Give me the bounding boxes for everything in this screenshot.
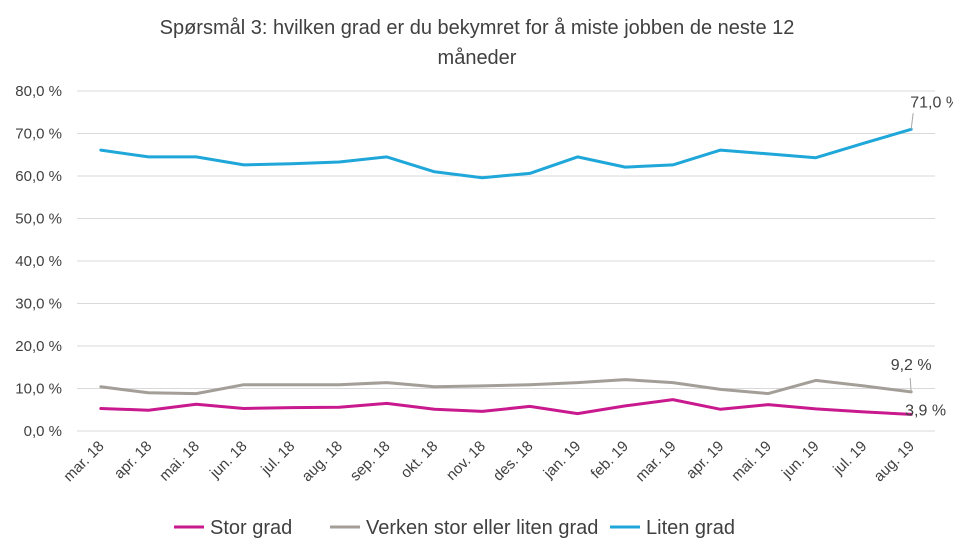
y-tick-label: 70,0 % xyxy=(15,126,62,143)
end-label-liten-grad: 71,0 % xyxy=(910,94,953,111)
y-tick-label: 10,0 % xyxy=(15,381,62,398)
x-tick-label: jul. 19 xyxy=(829,438,870,479)
y-tick-label: 60,0 % xyxy=(15,168,62,185)
x-tick-label: sep. 18 xyxy=(347,438,394,485)
series-line-3 xyxy=(99,127,913,180)
x-tick-label: jun. 18 xyxy=(206,438,251,483)
legend-label: Liten grad xyxy=(646,517,735,539)
y-tick-label: 80,0 % xyxy=(15,83,62,100)
y-axis: 0,0 % 10,0 % 20,0 % 30,0 % 40,0 % 50,0 % 60,0 … xyxy=(15,83,62,440)
x-tick-label: mar. 18 xyxy=(60,438,107,485)
x-tick-label: mai. 19 xyxy=(728,438,775,485)
data-labels: 71,0 % 9,2 % 3,9 % xyxy=(891,94,953,419)
x-tick-label: mar. 19 xyxy=(632,438,679,485)
leader-line xyxy=(910,113,914,130)
x-tick-label: jul. 18 xyxy=(257,438,298,479)
x-tick-label: nov. 18 xyxy=(443,438,489,484)
series-group xyxy=(99,127,913,416)
y-tick-label: 30,0 % xyxy=(15,296,62,313)
x-tick-label: apr. 19 xyxy=(683,438,727,482)
legend-label: Verken stor eller liten grad xyxy=(366,517,598,539)
end-label-verken: 9,2 % xyxy=(891,357,932,374)
end-label-stor-grad: 3,9 % xyxy=(905,402,946,419)
gridlines xyxy=(77,90,935,432)
x-tick-label: aug. 19 xyxy=(871,438,918,485)
y-tick-label: 50,0 % xyxy=(15,211,62,228)
y-tick-label: 20,0 % xyxy=(15,338,62,355)
x-axis: mar. 18 apr. 18 mai. 18 jun. 18 jul. 18 aug. … xyxy=(60,438,918,485)
y-tick-label: 0,0 % xyxy=(24,423,62,440)
chart-title-line-2: måneder xyxy=(438,47,517,69)
x-tick-label: des. 18 xyxy=(490,438,537,485)
series-line-1 xyxy=(99,398,913,416)
y-tick-label: 40,0 % xyxy=(15,253,62,270)
x-tick-label: mai. 18 xyxy=(156,438,203,485)
x-tick-label: jan. 19 xyxy=(540,438,585,483)
legend-label: Stor grad xyxy=(210,517,292,539)
leader-line xyxy=(909,377,912,392)
legend: Stor grad Verken stor eller liten grad Lit… xyxy=(174,517,735,539)
x-tick-label: apr. 18 xyxy=(111,438,155,482)
series-line-2 xyxy=(99,378,913,396)
x-tick-label: aug. 18 xyxy=(299,438,346,485)
x-tick-label: feb. 19 xyxy=(588,438,632,482)
x-tick-label: okt. 18 xyxy=(397,438,441,482)
x-tick-label: jun. 19 xyxy=(778,438,823,483)
chart-title-line-1: Spørsmål 3: hvilken grad er du bekymret … xyxy=(160,17,795,39)
